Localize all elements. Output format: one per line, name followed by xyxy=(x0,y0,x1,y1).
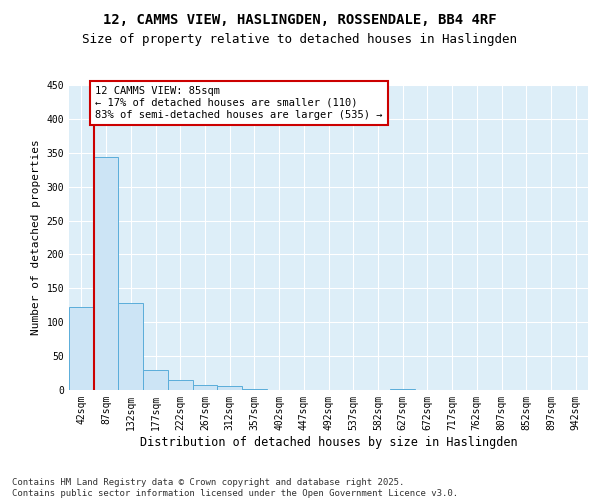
Y-axis label: Number of detached properties: Number of detached properties xyxy=(31,140,41,336)
Text: Contains HM Land Registry data © Crown copyright and database right 2025.
Contai: Contains HM Land Registry data © Crown c… xyxy=(12,478,458,498)
Bar xyxy=(217,386,242,390)
Bar xyxy=(193,384,217,390)
Bar xyxy=(69,308,94,390)
X-axis label: Distribution of detached houses by size in Haslingden: Distribution of detached houses by size … xyxy=(140,436,517,448)
Text: 12, CAMMS VIEW, HASLINGDEN, ROSSENDALE, BB4 4RF: 12, CAMMS VIEW, HASLINGDEN, ROSSENDALE, … xyxy=(103,12,497,26)
Bar xyxy=(143,370,168,390)
Bar xyxy=(118,303,143,390)
Text: 12 CAMMS VIEW: 85sqm
← 17% of detached houses are smaller (110)
83% of semi-deta: 12 CAMMS VIEW: 85sqm ← 17% of detached h… xyxy=(95,86,382,120)
Text: Size of property relative to detached houses in Haslingden: Size of property relative to detached ho… xyxy=(83,32,517,46)
Bar xyxy=(94,157,118,390)
Bar xyxy=(242,388,267,390)
Bar xyxy=(168,380,193,390)
